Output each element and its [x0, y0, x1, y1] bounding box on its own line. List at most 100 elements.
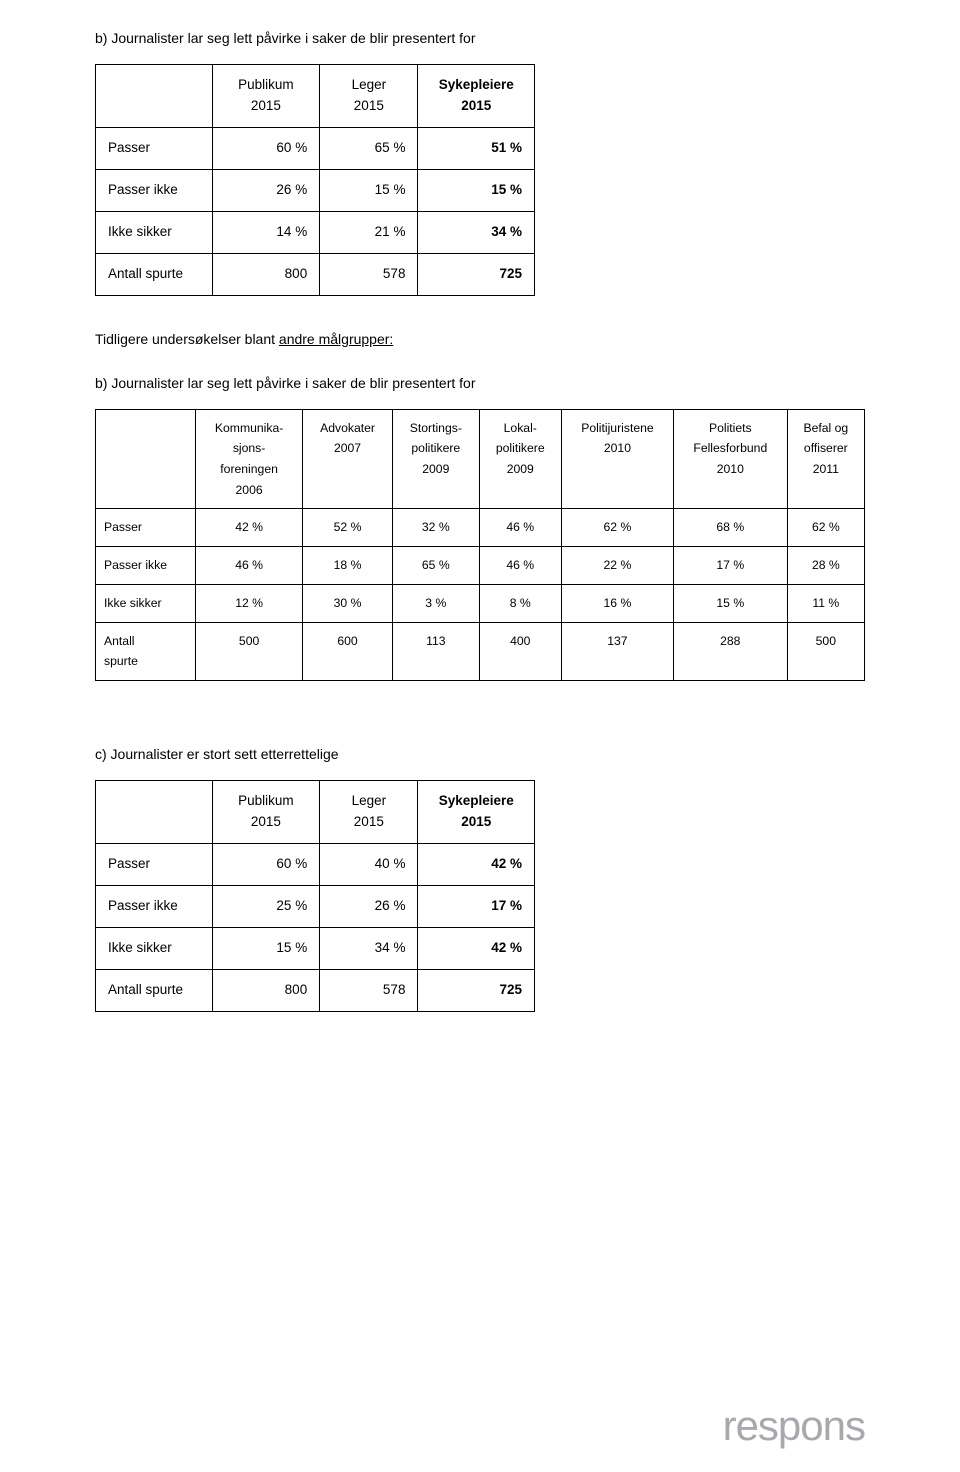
table-header-row: Kommunika-sjons-foreningen2006 Advokater… — [96, 409, 865, 509]
table-row: Antall spurte 800 578 725 — [96, 253, 535, 295]
col-header: Sykepleiere2015 — [418, 65, 535, 128]
cell: 15 % — [212, 927, 320, 969]
cell: 65 % — [393, 547, 480, 585]
cell: 15 % — [320, 169, 418, 211]
table-row: Ikke sikker 14 % 21 % 34 % — [96, 211, 535, 253]
respons-logo: respons — [723, 1402, 865, 1450]
cell: 113 — [393, 622, 480, 680]
cell: 30 % — [303, 584, 393, 622]
cell: 288 — [673, 622, 787, 680]
col-header: Sykepleiere2015 — [418, 781, 535, 844]
spacer — [95, 716, 865, 746]
cell: 22 % — [561, 547, 673, 585]
cell: 42 % — [418, 843, 535, 885]
cell: 600 — [303, 622, 393, 680]
cell: 42 % — [418, 927, 535, 969]
cell: 25 % — [212, 885, 320, 927]
row-label: Antall spurte — [96, 253, 213, 295]
cell: 15 % — [418, 169, 535, 211]
bridge-text: Tidligere undersøkelser blant andre målg… — [95, 331, 865, 347]
cell: 46 % — [479, 509, 561, 547]
row-label: Antallspurte — [96, 622, 196, 680]
table-row: Passer ikke 25 % 26 % 17 % — [96, 885, 535, 927]
cell: 62 % — [787, 509, 864, 547]
cell: 15 % — [673, 584, 787, 622]
cell: 65 % — [320, 127, 418, 169]
col-header: Politijuristene2010 — [561, 409, 673, 509]
table-row: Passer ikke 46 % 18 % 65 % 46 % 22 % 17 … — [96, 547, 865, 585]
section-b-repeat-heading: b) Journalister lar seg lett påvirke i s… — [95, 375, 865, 391]
cell: 800 — [212, 253, 320, 295]
cell: 500 — [196, 622, 303, 680]
table-b-small: Publikum2015 Leger2015 Sykepleiere2015 P… — [95, 64, 535, 296]
cell: 500 — [787, 622, 864, 680]
cell: 32 % — [393, 509, 480, 547]
cell: 60 % — [212, 127, 320, 169]
cell: 12 % — [196, 584, 303, 622]
cell: 137 — [561, 622, 673, 680]
cell: 34 % — [320, 927, 418, 969]
row-label: Ikke sikker — [96, 584, 196, 622]
table-c-small: Publikum2015 Leger2015 Sykepleiere2015 P… — [95, 780, 535, 1012]
table-row: Ikke sikker 12 % 30 % 3 % 8 % 16 % 15 % … — [96, 584, 865, 622]
page: b) Journalister lar seg lett påvirke i s… — [0, 0, 960, 1472]
bridge-underline: andre målgrupper: — [279, 331, 393, 347]
table-header-row: Publikum2015 Leger2015 Sykepleiere2015 — [96, 65, 535, 128]
cell: 46 % — [479, 547, 561, 585]
cell: 18 % — [303, 547, 393, 585]
table-row: Ikke sikker 15 % 34 % 42 % — [96, 927, 535, 969]
cell: 42 % — [196, 509, 303, 547]
col-header: Publikum2015 — [212, 65, 320, 128]
row-label: Passer ikke — [96, 547, 196, 585]
cell: 68 % — [673, 509, 787, 547]
row-label: Passer — [96, 843, 213, 885]
row-label: Antall spurte — [96, 969, 213, 1011]
table-row: Passer 60 % 65 % 51 % — [96, 127, 535, 169]
header-blank — [96, 65, 213, 128]
col-header: Befal ogoffiserer2011 — [787, 409, 864, 509]
row-label: Passer ikke — [96, 169, 213, 211]
cell: 34 % — [418, 211, 535, 253]
table-b-big: Kommunika-sjons-foreningen2006 Advokater… — [95, 409, 865, 682]
cell: 60 % — [212, 843, 320, 885]
row-label: Ikke sikker — [96, 211, 213, 253]
col-header: Kommunika-sjons-foreningen2006 — [196, 409, 303, 509]
bridge-plain: Tidligere undersøkelser blant — [95, 331, 279, 347]
header-blank — [96, 781, 213, 844]
cell: 725 — [418, 253, 535, 295]
cell: 578 — [320, 969, 418, 1011]
table-header-row: Publikum2015 Leger2015 Sykepleiere2015 — [96, 781, 535, 844]
cell: 26 % — [212, 169, 320, 211]
cell: 14 % — [212, 211, 320, 253]
table-row: Passer 60 % 40 % 42 % — [96, 843, 535, 885]
row-label: Passer ikke — [96, 885, 213, 927]
cell: 17 % — [673, 547, 787, 585]
cell: 51 % — [418, 127, 535, 169]
cell: 26 % — [320, 885, 418, 927]
cell: 578 — [320, 253, 418, 295]
table-row: Antallspurte 500 600 113 400 137 288 500 — [96, 622, 865, 680]
cell: 725 — [418, 969, 535, 1011]
cell: 21 % — [320, 211, 418, 253]
col-header: Lokal-politikere2009 — [479, 409, 561, 509]
cell: 62 % — [561, 509, 673, 547]
col-header: Stortings-politikere2009 — [393, 409, 480, 509]
col-header: Advokater2007 — [303, 409, 393, 509]
cell: 40 % — [320, 843, 418, 885]
section-b-heading: b) Journalister lar seg lett påvirke i s… — [95, 30, 865, 46]
table-row: Passer ikke 26 % 15 % 15 % — [96, 169, 535, 211]
cell: 3 % — [393, 584, 480, 622]
section-c-heading: c) Journalister er stort sett etterrette… — [95, 746, 865, 762]
col-header: Publikum2015 — [212, 781, 320, 844]
row-label: Passer — [96, 127, 213, 169]
col-header: Leger2015 — [320, 781, 418, 844]
cell: 800 — [212, 969, 320, 1011]
table-row: Antall spurte 800 578 725 — [96, 969, 535, 1011]
cell: 17 % — [418, 885, 535, 927]
cell: 8 % — [479, 584, 561, 622]
cell: 52 % — [303, 509, 393, 547]
cell: 46 % — [196, 547, 303, 585]
cell: 28 % — [787, 547, 864, 585]
header-blank — [96, 409, 196, 509]
cell: 11 % — [787, 584, 864, 622]
